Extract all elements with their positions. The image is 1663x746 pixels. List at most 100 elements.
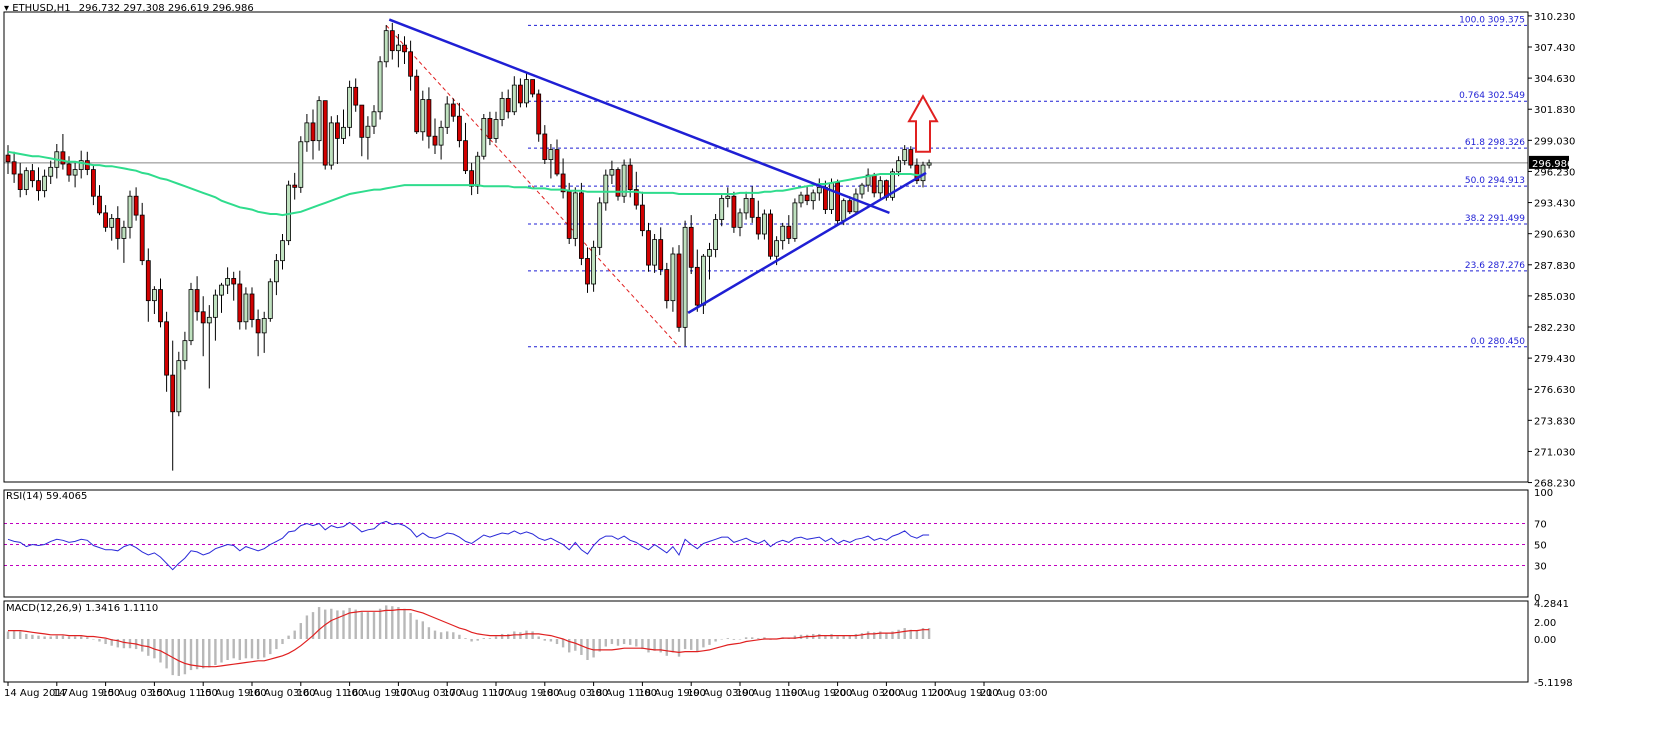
- macd-histogram-bar: [67, 636, 71, 639]
- macd-histogram-bar: [86, 637, 89, 639]
- macd-histogram-bar: [714, 638, 717, 642]
- candle-body: [798, 194, 804, 204]
- macd-panel-frame: [3, 600, 1529, 683]
- macd-histogram-bar: [336, 610, 339, 639]
- candle-body: [402, 44, 407, 53]
- macd-histogram-bar: [25, 633, 28, 639]
- macd-histogram-bar: [183, 638, 187, 675]
- candle: [170, 340, 176, 471]
- macd-histogram-bar: [647, 638, 650, 653]
- candle-body: [60, 151, 66, 165]
- time-tick-label: 16 Aug 11:00: [297, 688, 364, 699]
- candle-body: [701, 255, 706, 306]
- candle-body: [719, 198, 725, 220]
- price-tick-label: 301.830: [1534, 105, 1575, 116]
- candle: [579, 182, 584, 266]
- candle: [206, 305, 212, 389]
- macd-histogram-bar: [250, 638, 254, 659]
- candle-body: [853, 193, 859, 213]
- candle-body: [206, 316, 212, 324]
- macd-histogram-bar: [305, 615, 309, 639]
- macd-histogram-bar: [330, 608, 333, 639]
- macd-histogram-bar: [354, 609, 357, 639]
- macd-histogram-bar: [604, 638, 607, 647]
- candle: [255, 309, 261, 357]
- candle: [231, 271, 237, 301]
- candle-body: [841, 200, 847, 222]
- candle-body: [731, 195, 737, 228]
- candle-body: [664, 269, 670, 302]
- macd-histogram-bar: [629, 638, 632, 645]
- candle-body: [328, 122, 334, 166]
- candle: [151, 286, 157, 314]
- candle-body: [737, 212, 743, 228]
- candle: [853, 188, 859, 216]
- candle-body: [280, 240, 285, 262]
- candle: [444, 96, 450, 134]
- candle-body: [298, 141, 304, 188]
- candle-body: [365, 125, 371, 138]
- macd-histogram-bar: [391, 606, 394, 639]
- candle-body: [792, 202, 798, 239]
- header-dropdown-icon[interactable]: ▾: [4, 3, 10, 14]
- candle-body: [871, 174, 877, 194]
- candle: [316, 96, 322, 151]
- candle: [182, 331, 188, 370]
- candle: [261, 311, 267, 353]
- macd-histogram-bar: [360, 612, 363, 639]
- macd-histogram-bar: [824, 635, 827, 639]
- rsi-tick-label: 30: [1534, 562, 1547, 573]
- candle-body: [450, 103, 456, 117]
- candle-body: [566, 191, 572, 239]
- candle-body: [829, 182, 834, 210]
- candle-body: [310, 122, 316, 142]
- time-tick-label: 19 Aug 19:00: [785, 688, 852, 699]
- candle-body: [133, 195, 139, 216]
- macd-histogram-bar: [671, 638, 675, 653]
- candle: [475, 151, 481, 194]
- candle: [768, 209, 773, 260]
- macd-histogram-bar: [586, 638, 589, 660]
- macd-histogram-bar: [433, 630, 437, 639]
- macd-tick-label: 4.2841: [1534, 599, 1569, 610]
- candle: [731, 191, 737, 233]
- macd-histogram-bar: [531, 631, 534, 639]
- candle: [48, 160, 54, 184]
- candle-body: [597, 202, 603, 248]
- macd-histogram-bar: [494, 636, 498, 639]
- candle: [682, 220, 688, 347]
- fib-level-label: 0.764 302.549: [1459, 91, 1525, 101]
- candle-body: [560, 173, 566, 193]
- fib-level-label: 50.0 294.913: [1465, 176, 1525, 186]
- macd-histogram-bar: [122, 638, 126, 649]
- candle-body: [371, 111, 377, 127]
- candle: [145, 248, 151, 322]
- macd-histogram-bar: [793, 635, 797, 639]
- macd-histogram-bar: [403, 608, 406, 639]
- candle: [719, 195, 725, 227]
- rsi-tick-label: 100: [1534, 488, 1553, 499]
- candle-body: [835, 182, 840, 222]
- candle: [78, 150, 84, 179]
- candle: [420, 90, 426, 141]
- time-tick-label: 15 Aug 19:00: [199, 688, 266, 699]
- candle-body: [383, 30, 389, 63]
- macd-histogram-bar: [202, 638, 205, 669]
- macd-histogram-bar: [751, 637, 754, 639]
- macd-histogram-bar: [500, 633, 504, 639]
- candle: [652, 234, 657, 273]
- candle-body: [170, 374, 176, 413]
- candle-body: [5, 154, 11, 163]
- candle: [658, 227, 664, 276]
- candle: [432, 118, 438, 154]
- candle-body: [103, 212, 108, 228]
- current-price-label: 296.986: [1532, 159, 1573, 170]
- candle-body: [615, 169, 621, 197]
- candle-body: [438, 126, 444, 146]
- candle-body: [755, 216, 761, 235]
- macd-histogram-bar: [744, 637, 748, 639]
- macd-tick-label: 0.00: [1534, 635, 1556, 646]
- macd-histogram-bar: [665, 638, 668, 656]
- candle-body: [109, 218, 115, 228]
